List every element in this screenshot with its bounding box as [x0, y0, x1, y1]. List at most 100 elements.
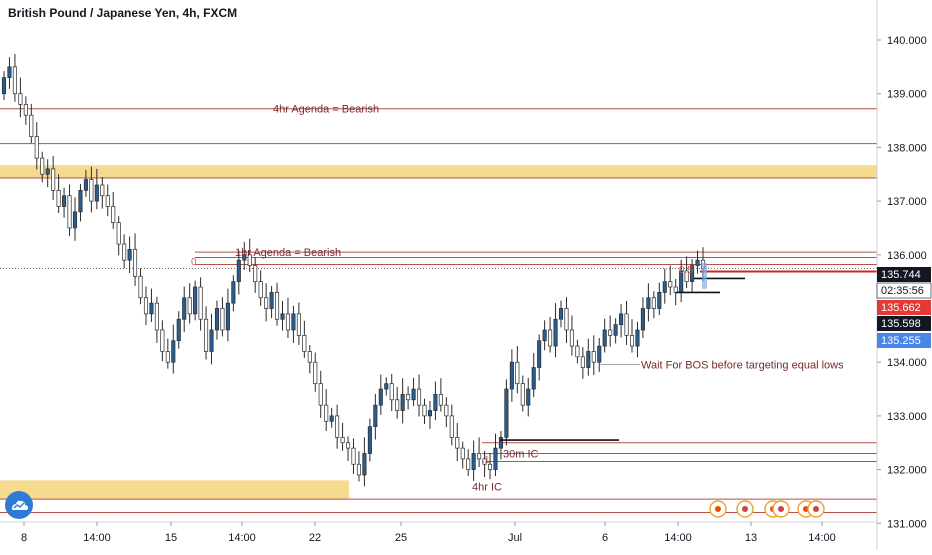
time-axis: 8 14:00 15 14:00 22 25 Jul 6 14:00 13 14:00 [0, 521, 877, 544]
price-labels: 135.744 02:35:56 135.662 135.598 135.255 [876, 267, 932, 348]
candle-body [182, 297, 187, 320]
candle-body [684, 270, 689, 283]
candle-body [613, 324, 618, 336]
candle-body [690, 265, 695, 283]
chart-title: British Pound / Japanese Yen, 4h, FXCM [8, 6, 238, 20]
annotation-label: 30m IC [503, 448, 539, 460]
candle-body [580, 356, 585, 368]
candle-body [1, 77, 7, 95]
candle-body [646, 297, 651, 309]
annotation-label: Wait For BOS before targeting equal lows [641, 359, 844, 371]
annotation-label: 0 [191, 257, 197, 268]
candle-body [433, 394, 438, 411]
annotation-label: 1hr Agenda = Bearish [235, 247, 341, 259]
candle-body [247, 254, 252, 266]
candle-body [105, 195, 110, 207]
candle-body [400, 394, 405, 411]
candle-body [291, 313, 296, 331]
candle-body [509, 361, 514, 390]
candle-body [225, 302, 230, 331]
annotation-label: 0.5 [679, 265, 693, 276]
x-tick-label: 6 [602, 532, 608, 544]
event-dot [715, 506, 721, 512]
candle-body [548, 329, 553, 347]
candle-body [471, 453, 476, 470]
y-tick-label: 139.000 [887, 89, 927, 101]
candle-body [143, 297, 149, 315]
candle-body [493, 447, 498, 470]
candle-body [416, 388, 422, 406]
candle-body [553, 318, 558, 347]
candle-body [313, 361, 318, 385]
x-tick-label: 14:00 [83, 532, 111, 544]
candle-body [160, 329, 165, 352]
candle-body [498, 437, 503, 449]
candle-body [149, 302, 154, 315]
tradingview-logo[interactable] [5, 491, 33, 519]
candle-body [231, 281, 236, 304]
candle-body [111, 206, 116, 223]
candle-body [373, 404, 378, 427]
candle-body [449, 415, 454, 438]
candle-body [695, 259, 700, 266]
candle-body [640, 308, 645, 331]
annotations: 4hr Agenda = Bearish 1hr Agenda = Bearish… [191, 104, 844, 494]
candle-body [657, 292, 662, 309]
x-tick-label: Jul [508, 532, 522, 544]
candle-body [444, 404, 449, 417]
candle-body [296, 313, 301, 336]
candle-body [78, 190, 83, 213]
candle-body [253, 265, 258, 283]
price-label: 135.744 [881, 269, 921, 281]
candle-body [542, 329, 547, 342]
candle-body [269, 292, 274, 309]
x-tick-label: 8 [21, 532, 27, 544]
price-label-bg [877, 316, 931, 331]
candle-body [651, 297, 656, 309]
candles [1, 53, 706, 487]
candle-body [198, 286, 203, 320]
candle-body [275, 292, 280, 320]
candle-body [280, 313, 285, 320]
candle-body [477, 453, 482, 460]
candle-body [324, 404, 329, 422]
candle-body [62, 195, 67, 207]
candle-body [466, 458, 471, 470]
candle-body [45, 168, 50, 175]
candle-body [209, 329, 214, 352]
candle-body [668, 281, 673, 288]
candle-body [608, 329, 613, 336]
horizontal-levels [0, 108, 877, 514]
x-tick-label: 15 [165, 532, 177, 544]
candle-body [455, 437, 460, 449]
candle-body [23, 104, 28, 116]
candle-body [586, 351, 591, 368]
candle-body [171, 340, 176, 363]
supply-demand-zones [0, 165, 877, 500]
x-tick-label: 14:00 [808, 532, 836, 544]
candle-body [100, 184, 105, 197]
y-tick-label: 136.000 [887, 250, 927, 262]
candle-body [187, 297, 192, 315]
candle-body [345, 442, 351, 449]
candle-body [335, 415, 340, 438]
x-tick-label: 13 [745, 532, 757, 544]
candle-body [264, 297, 269, 309]
y-tick-label: 134.000 [887, 357, 927, 369]
candle-body [619, 313, 624, 325]
candle-body [12, 66, 17, 95]
candle-body [504, 388, 509, 438]
candle-body [575, 345, 580, 358]
candle-body [242, 254, 247, 261]
price-label-bg [877, 333, 931, 348]
candle-body [635, 329, 640, 347]
price-axis: 131.000132.000133.000134.000135.000136.0… [876, 0, 927, 550]
candle-body [302, 335, 307, 352]
candle-body [34, 136, 39, 159]
candle-body [29, 114, 34, 138]
candle-body [72, 211, 78, 229]
candle-body [526, 388, 531, 406]
x-tick-label: 25 [395, 532, 407, 544]
